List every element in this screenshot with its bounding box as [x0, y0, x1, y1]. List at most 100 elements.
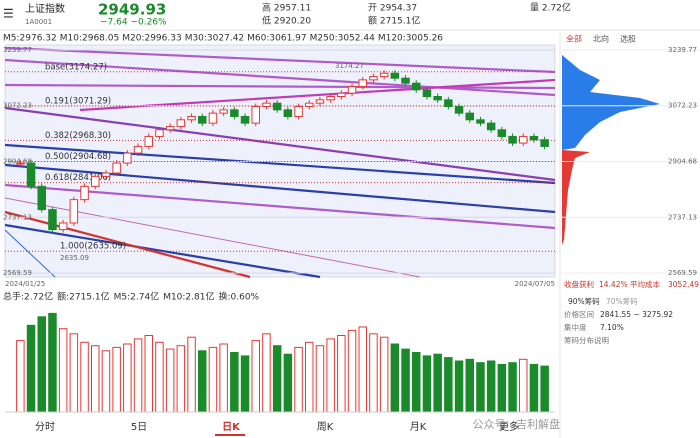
panel-tab[interactable]: 选股 — [620, 34, 636, 44]
volume-bar — [165, 348, 175, 413]
candle — [294, 105, 303, 117]
tab-bg — [562, 32, 584, 46]
candle — [326, 96, 335, 101]
bottom-tab[interactable]: 日K — [222, 421, 241, 433]
fib-label: 1.000(2635.09) — [60, 242, 126, 252]
candle — [48, 209, 57, 231]
candle — [508, 135, 517, 144]
candle — [540, 139, 549, 147]
volume-bar — [198, 350, 207, 413]
volume-bar — [123, 343, 132, 413]
candle — [379, 72, 389, 78]
chip-tab[interactable]: 70%筹码 — [606, 296, 638, 306]
volume-bar — [508, 362, 517, 413]
volume-bar — [433, 353, 442, 413]
candle — [272, 102, 282, 111]
candle — [262, 102, 271, 107]
panel-tick: 2904.68 — [668, 158, 697, 166]
candle — [465, 112, 474, 121]
candle — [454, 105, 464, 114]
candle — [251, 105, 260, 124]
fib-label: base(3174.27) — [45, 62, 107, 72]
panel-text: 收盘获利 — [564, 279, 594, 289]
low: 低 2920.20 — [262, 15, 311, 27]
watermark: 公众号 · 吉利解盘 — [473, 417, 561, 431]
y-tick-label: 3239.77 — [3, 46, 32, 54]
bottom-tab[interactable]: 分时 — [35, 421, 55, 433]
candle — [444, 99, 453, 107]
volume-bar — [476, 362, 485, 413]
label: M250:3052.44 — [310, 34, 375, 44]
volume-bar — [444, 357, 453, 413]
volume-bar — [69, 333, 79, 413]
candle — [401, 77, 410, 84]
volume-bar — [358, 326, 367, 413]
candle — [123, 152, 132, 164]
label: 额:2715.1亿 — [57, 291, 110, 303]
label: M10:2.81亿 — [163, 291, 214, 303]
fib-label: 0.618(2841.06) — [45, 173, 111, 183]
menu-icon[interactable]: ☰ — [3, 7, 14, 21]
label: 换:0.60% — [218, 291, 259, 303]
volume-bar — [422, 355, 432, 413]
candle — [412, 82, 421, 91]
candle — [187, 115, 196, 121]
label: M120:3005.26 — [378, 34, 443, 44]
y-tick-label: 2737.13 — [3, 213, 32, 221]
volume-bar — [465, 358, 474, 413]
candle — [198, 115, 207, 124]
candle — [69, 199, 79, 224]
panel-tick: 3072.23 — [668, 102, 697, 110]
candle — [165, 125, 175, 131]
volume-total: 量 2.72亿 — [530, 2, 571, 14]
candle — [476, 119, 485, 124]
candle — [230, 109, 239, 117]
volume-bar — [176, 345, 186, 413]
fib-label: 0.191(3071.29) — [45, 97, 111, 107]
panel-tab[interactable]: 北向 — [593, 34, 609, 44]
candle — [101, 172, 111, 177]
candle — [37, 185, 46, 211]
start-date: 2024/01/25 — [5, 280, 45, 288]
panel-tab[interactable]: 全部 — [566, 34, 582, 44]
volume-bar — [390, 343, 400, 413]
candle — [219, 109, 228, 114]
chip-profile — [562, 55, 660, 245]
candle — [347, 86, 357, 94]
volume-bar — [144, 335, 153, 413]
volume-bar — [326, 338, 335, 413]
candle — [305, 102, 314, 107]
volume-bar — [369, 333, 378, 413]
label: M5:2.74亿 — [114, 291, 160, 303]
panel-text: 筹码分布说明 — [564, 335, 609, 345]
candle — [112, 162, 121, 174]
volume-bar — [251, 340, 260, 413]
candle — [80, 185, 89, 201]
label: M30:3027.42 — [185, 34, 244, 44]
peak-label: 3174.27 — [335, 62, 364, 70]
panel-text: 3052.49 — [668, 280, 699, 289]
candle — [91, 175, 100, 187]
volume-bar — [412, 352, 421, 413]
volume-bar — [347, 329, 357, 413]
panel-text: 价格区间 — [564, 309, 594, 319]
volume-bar — [315, 345, 325, 413]
panel-tick: 3239.77 — [668, 46, 697, 54]
volume-bar — [48, 312, 57, 413]
candle — [240, 115, 250, 124]
label: M20:2996.33 — [122, 34, 181, 44]
panel-text: 14.42% — [599, 280, 628, 289]
candle — [358, 79, 367, 88]
volume-bar — [219, 343, 228, 413]
candle — [208, 112, 218, 124]
bottom-tab[interactable]: 更多 — [499, 420, 519, 433]
bottom-tab[interactable]: 月K — [410, 421, 427, 433]
price: 2949.93 — [98, 1, 166, 19]
bottom-tab[interactable]: 5日 — [131, 422, 147, 433]
panel-text: 2841.55 − 3275.92 — [600, 310, 673, 319]
volume-bar — [486, 360, 496, 413]
candle — [133, 145, 143, 154]
chip-tab[interactable]: 90%筹码 — [568, 296, 600, 306]
bottom-tab[interactable]: 周K — [317, 421, 334, 433]
